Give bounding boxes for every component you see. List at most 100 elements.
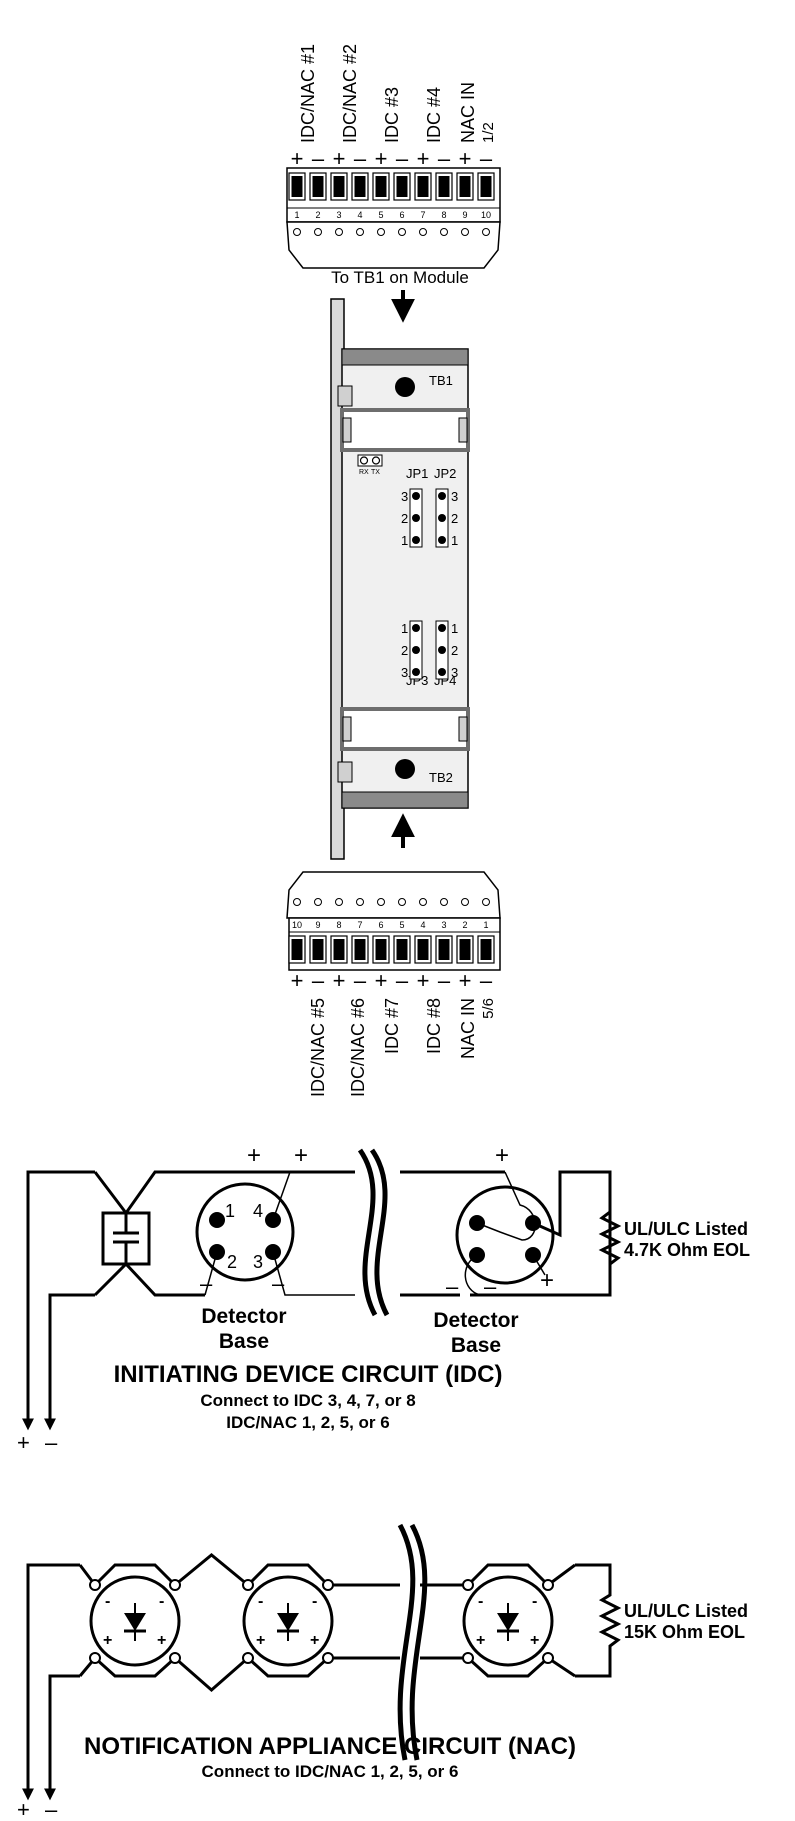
terminal-number: 4 [357, 210, 362, 220]
detector1-pin-2: 2 [227, 1252, 237, 1272]
polarity-mark: + [291, 146, 304, 171]
jumper-pin [412, 536, 420, 544]
idc-eol-resistor [598, 1172, 622, 1295]
jumper-pin-number: 2 [401, 643, 408, 658]
idc-minus-2: – [272, 1271, 285, 1296]
bottom-label-idc-nac-6: IDC/NAC #6 [348, 998, 368, 1097]
idc-minus-3: – [446, 1274, 459, 1299]
terminal-number: 5 [399, 920, 404, 930]
nac-device-terminal [542, 1579, 554, 1591]
idc-plus-3: + [495, 1142, 509, 1169]
nac-devices: - - + + - - + + - - + + [89, 1575, 554, 1667]
nac-eol-resistor [575, 1563, 622, 1678]
terminal-number: 3 [441, 920, 446, 930]
terminal-wire-hole [293, 228, 301, 236]
jumper-pin [438, 536, 446, 544]
nac-device-terminal [462, 1579, 474, 1591]
terminal-number: 6 [399, 210, 404, 220]
terminal-number: 1 [294, 210, 299, 220]
terminal-number: 1 [483, 920, 488, 930]
rx-label: RX [359, 469, 369, 476]
terminal-screw [480, 939, 492, 960]
top-polarity-marks: + – + – + – + – + – [291, 146, 493, 171]
jumpers-jp1-jp2: JP1 JP2 3 2 1 3 2 1 [401, 466, 458, 548]
terminal-wire-hole [482, 898, 490, 906]
jumper-pin-number: 1 [401, 621, 408, 636]
nac-rail-minus: – [45, 1797, 58, 1821]
polarity-mark: – [438, 968, 451, 993]
polarity-mark: + [459, 968, 472, 993]
jumper-pin-number: 1 [451, 621, 458, 636]
terminal-wire-hole [335, 898, 343, 906]
terminal-wire-hole [377, 228, 385, 236]
terminal-screw [459, 939, 471, 960]
nac-rail-plus: + [17, 1797, 30, 1821]
terminal-screw [375, 939, 387, 960]
detector2-label-l1: Detector [433, 1309, 518, 1332]
jumper-pin-number: 2 [451, 643, 458, 658]
terminal-screw [417, 939, 429, 960]
terminal-screw [417, 176, 429, 197]
terminal-wire-hole [398, 228, 406, 236]
terminal-number: 10 [292, 920, 302, 930]
idc-subtitle-1: Connect to IDC 3, 4, 7, or 8 [200, 1391, 415, 1410]
idc-minus-4: – [484, 1274, 497, 1299]
nac-device-terminal [169, 1652, 181, 1664]
terminal-screw [396, 176, 408, 197]
detector1-pin-1: 1 [225, 1201, 235, 1221]
nac-plus-left: + [103, 1632, 112, 1649]
top-terminal-numbers: 1 2 3 4 5 6 7 8 9 10 [294, 210, 491, 220]
terminal-wire-hole [356, 898, 364, 906]
terminal-wire-hole [461, 228, 469, 236]
top-label-idc-nac-1: IDC/NAC #1 [298, 44, 318, 143]
terminal-wire-hole [482, 228, 490, 236]
terminal-wire-hole [419, 898, 427, 906]
polarity-mark: + [417, 146, 430, 171]
terminal-wire-hole [377, 898, 385, 906]
jumper-pin-number: 1 [401, 533, 408, 548]
bottom-terminal-screws [288, 935, 495, 964]
idc-eol-line2: 4.7K Ohm EOL [624, 1240, 750, 1260]
jumper-pin-number: 1 [451, 533, 458, 548]
top-label-idc-nac-2: IDC/NAC #2 [340, 44, 360, 143]
bottom-label-nac-sub: 5/6 [480, 998, 497, 1019]
terminal-number: 3 [336, 210, 341, 220]
nac-device-terminal [322, 1652, 334, 1664]
terminal-wire-hole [398, 898, 406, 906]
terminal-wire-hole [314, 228, 322, 236]
terminal-number: 4 [420, 920, 425, 930]
polarity-mark: – [312, 968, 325, 993]
idc-plus-1: + [247, 1142, 261, 1169]
nac-minus-left: - [478, 1593, 483, 1610]
terminal-screw [459, 176, 471, 197]
nac-plus-left: + [256, 1632, 265, 1649]
nac-plus-left: + [476, 1632, 485, 1649]
polarity-mark: – [354, 146, 367, 171]
terminal-wire-hole [335, 228, 343, 236]
jumper-pin-number: 2 [451, 511, 458, 526]
bottom-label-idc-7: IDC #7 [382, 998, 402, 1054]
terminal-number: 9 [462, 210, 467, 220]
nac-device-terminal [462, 1652, 474, 1664]
polarity-mark: + [459, 146, 472, 171]
terminal-screw [354, 939, 366, 960]
terminal-screw [480, 176, 492, 197]
jumper-pin [438, 492, 446, 500]
tb2-label: TB2 [429, 770, 453, 785]
nac-minus-right: - [532, 1593, 537, 1610]
nac-device-terminal [89, 1652, 101, 1664]
bottom-terminal-labels: IDC/NAC #5 IDC/NAC #6 IDC #7 IDC #8 NAC … [308, 998, 497, 1097]
idc-rail-plus: + [17, 1430, 30, 1455]
polarity-mark: + [333, 146, 346, 171]
top-label-nac-sub: 1/2 [480, 122, 497, 143]
polarity-mark: – [396, 146, 409, 171]
rx-tx-leds: RX TX [357, 454, 383, 476]
terminal-wire-hole [356, 228, 364, 236]
terminal-screw [396, 939, 408, 960]
idc-rail-minus: – [45, 1430, 58, 1455]
jumper-pin-number: 2 [401, 511, 408, 526]
polarity-mark: + [375, 146, 388, 171]
nac-plus-right: + [157, 1632, 166, 1649]
